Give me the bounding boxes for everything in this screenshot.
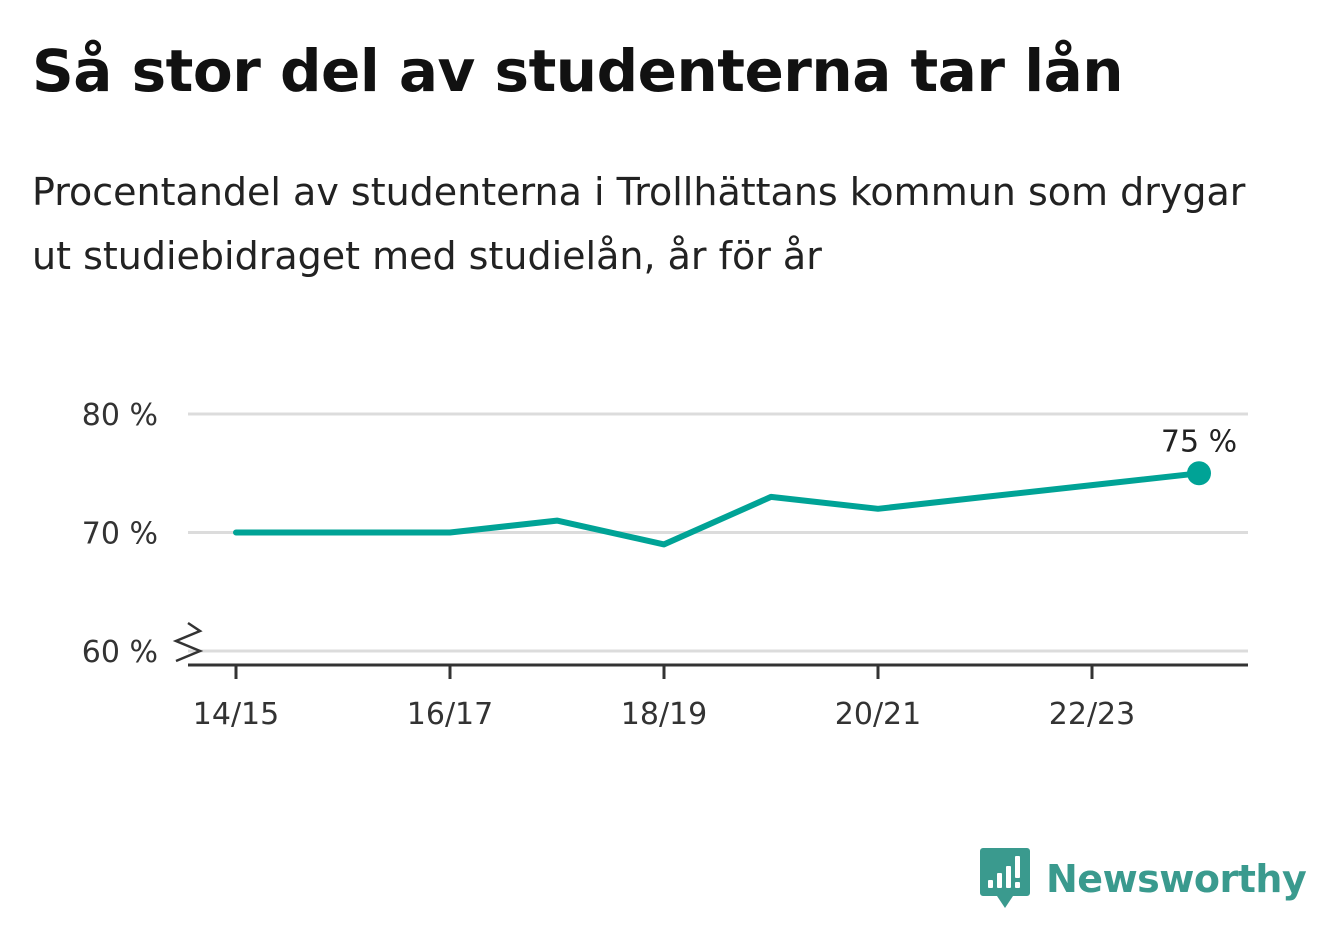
- series-line: [233, 470, 1202, 548]
- newsworthy-logo-text: Newsworthy: [1046, 857, 1307, 901]
- y-tick-label: 70 %: [82, 517, 158, 552]
- x-tick-label: 16/17: [407, 697, 493, 732]
- x-axis-tick-labels: 14/15 16/17 18/19 20/21 22/23: [193, 697, 1135, 732]
- axis-break-icon: [172, 621, 204, 663]
- x-tick-label: 18/19: [621, 697, 707, 732]
- newsworthy-logo-icon: [980, 848, 1030, 908]
- y-axis-tick-labels: 60 % 70 % 80 %: [82, 398, 158, 670]
- newsworthy-logo: Newsworthy: [980, 848, 1307, 910]
- series-line-group: [233, 461, 1211, 548]
- x-tick-label: 20/21: [835, 697, 921, 732]
- x-tick-label: 14/15: [193, 697, 279, 732]
- last-value-label: 75 %: [1161, 424, 1237, 459]
- grid-lines: [172, 412, 1248, 663]
- chart-subtitle: Procentandel av studenterna i Trollhätta…: [32, 170, 1246, 278]
- last-data-point: [1187, 461, 1211, 486]
- data-labels: 75 %: [1161, 424, 1237, 459]
- chart-title: Så stor del av studenterna tar lån: [32, 37, 1124, 105]
- y-tick-label: 80 %: [82, 398, 158, 433]
- y-tick-label: 60 %: [82, 635, 158, 670]
- x-axis: [188, 663, 1248, 679]
- x-tick-label: 22/23: [1049, 697, 1135, 732]
